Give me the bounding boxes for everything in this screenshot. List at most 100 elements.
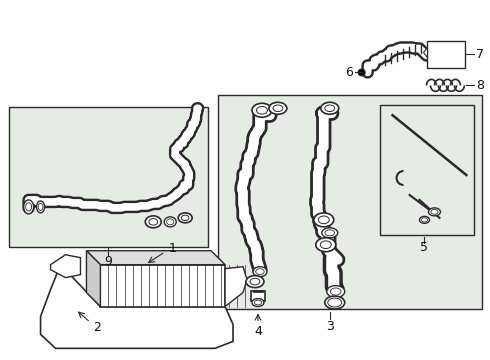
Point	[316, 234, 324, 240]
Point	[131, 226, 139, 232]
Point	[406, 134, 414, 140]
Point	[411, 259, 418, 265]
Point	[151, 107, 159, 112]
Point	[456, 109, 464, 115]
Point	[166, 191, 174, 197]
Point	[361, 294, 368, 300]
Point	[131, 201, 139, 207]
Point	[32, 166, 40, 172]
Point	[466, 99, 473, 105]
Point	[417, 199, 425, 205]
Point	[161, 226, 169, 232]
Point	[172, 186, 179, 192]
Point	[445, 209, 453, 215]
Point	[156, 176, 164, 182]
Point	[456, 294, 464, 300]
Point	[246, 184, 254, 190]
Point	[420, 303, 428, 309]
Point	[286, 194, 294, 200]
Point	[172, 107, 179, 112]
Point	[361, 214, 368, 220]
Point	[62, 186, 70, 192]
Point	[331, 219, 339, 225]
Point	[191, 206, 199, 212]
Point	[236, 219, 244, 225]
Point	[161, 181, 169, 187]
Point	[271, 264, 279, 270]
Point	[126, 126, 134, 132]
Point	[428, 214, 436, 220]
Point	[413, 184, 420, 190]
Point	[92, 151, 99, 157]
Point	[395, 229, 403, 235]
Point	[62, 231, 70, 237]
Point	[475, 209, 483, 215]
Point	[7, 111, 15, 117]
Point	[326, 139, 334, 145]
Point	[417, 184, 425, 190]
Point	[291, 299, 299, 305]
Point	[32, 141, 40, 147]
Point	[341, 109, 349, 115]
Point	[408, 134, 416, 140]
Point	[87, 191, 95, 197]
Point	[406, 274, 414, 279]
Point	[401, 269, 409, 275]
Point	[51, 126, 59, 132]
Point	[7, 181, 15, 187]
Point	[458, 159, 466, 165]
Point	[67, 141, 74, 147]
Point	[166, 236, 174, 242]
Point	[381, 149, 389, 155]
Point	[62, 216, 70, 222]
Point	[117, 186, 124, 192]
Point	[445, 174, 453, 180]
Point	[26, 181, 34, 187]
Point	[450, 94, 458, 100]
Point	[321, 94, 329, 100]
Point	[431, 219, 439, 225]
Point	[475, 264, 483, 270]
Point	[466, 264, 473, 270]
Point	[392, 209, 400, 215]
Point	[436, 269, 443, 275]
Point	[331, 144, 339, 150]
Point	[231, 109, 239, 115]
Point	[401, 129, 409, 135]
Point	[442, 149, 450, 155]
Point	[266, 99, 274, 105]
Point	[271, 109, 279, 115]
Point	[161, 111, 169, 117]
Point	[417, 179, 425, 185]
Point	[395, 279, 403, 284]
Point	[475, 179, 483, 185]
Point	[306, 134, 314, 140]
Point	[286, 254, 294, 260]
Point	[81, 171, 89, 177]
Point	[331, 279, 339, 284]
Point	[408, 214, 416, 220]
Point	[475, 279, 483, 284]
Point	[201, 116, 209, 122]
Point	[76, 181, 84, 187]
Point	[216, 164, 224, 170]
Point	[456, 239, 464, 245]
Point	[395, 94, 403, 100]
Point	[301, 159, 309, 165]
Point	[376, 134, 384, 140]
Point	[301, 303, 309, 309]
Point	[386, 179, 393, 185]
Point	[301, 259, 309, 265]
Point	[408, 159, 416, 165]
Point	[371, 254, 379, 260]
Point	[431, 234, 439, 240]
Point	[101, 181, 109, 187]
Point	[445, 239, 453, 245]
Point	[447, 184, 455, 190]
Point	[456, 219, 464, 225]
Point	[401, 249, 409, 255]
Point	[458, 214, 466, 220]
Point	[241, 120, 249, 125]
Point	[431, 229, 439, 235]
Point	[466, 109, 473, 115]
